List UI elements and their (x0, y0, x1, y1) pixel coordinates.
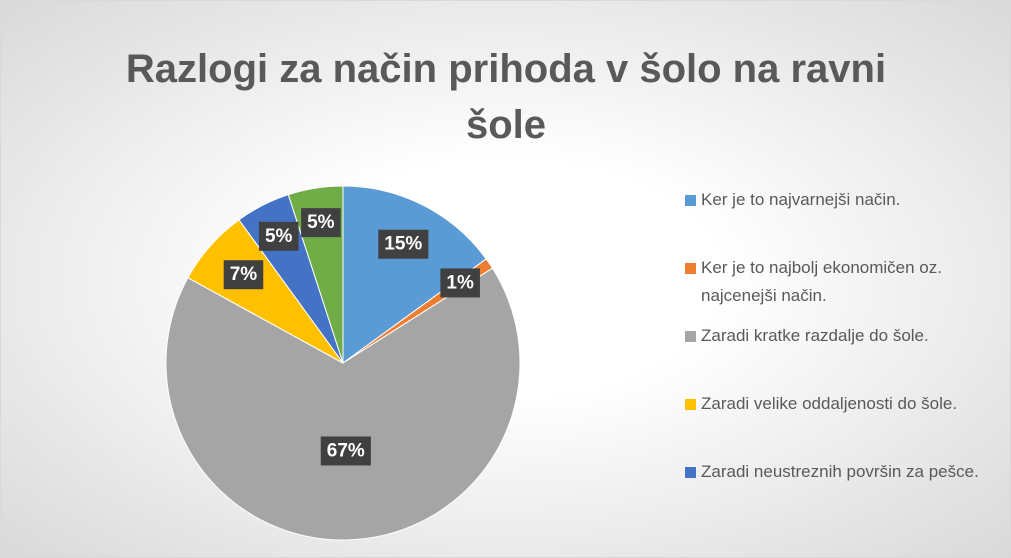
data-label-text: 1% (446, 272, 474, 293)
legend-swatch (685, 195, 696, 206)
data-label-box (258, 221, 299, 251)
data-label-box (378, 229, 429, 259)
legend-item: Ker je to najvarnejši način. (685, 186, 1000, 254)
legend-label: Ker je to najbolj ekonomičen oz. najcene… (701, 258, 942, 305)
data-label-box (440, 268, 480, 298)
chart-title: Razlogi za način prihoda v šolo na ravni… (125, 47, 887, 147)
data-label-text: 7% (230, 264, 258, 285)
pie-slice (165, 267, 521, 541)
data-label-text: 15% (384, 234, 422, 255)
legend-swatch (685, 263, 696, 274)
legend-label: Zaradi kratke razdalje do šole. (701, 326, 929, 345)
legend-label: Ker je to najvarnejši način. (701, 190, 901, 209)
legend-item: Zaradi velike oddaljenosti do šole. (685, 390, 1000, 458)
data-label: 15% (378, 229, 429, 259)
legend-label: Zaradi velike oddaljenosti do šole. (701, 394, 958, 413)
legend-swatch (685, 467, 696, 478)
data-label: 7% (223, 260, 264, 290)
data-label-box (320, 436, 371, 466)
data-label-text: 5% (265, 226, 293, 247)
legend-swatch (685, 331, 696, 342)
legend: Ker je to najvarnejši način. Ker je to na… (685, 186, 1000, 526)
data-label-text: 5% (307, 212, 335, 233)
data-label-box (301, 208, 341, 238)
data-label-text: 67% (327, 440, 365, 461)
data-label: 5% (258, 221, 299, 251)
data-label-box (223, 260, 264, 290)
data-label: 5% (301, 208, 341, 238)
legend-label: Zaradi neustreznih površin za pešce. (701, 462, 979, 481)
legend-item: Zaradi kratke razdalje do šole. (685, 322, 1000, 390)
legend-item: Zaradi neustreznih površin za pešce. (685, 458, 1000, 526)
legend-swatch (685, 399, 696, 410)
data-label: 1% (440, 268, 480, 298)
data-label: 67% (320, 436, 371, 466)
legend-item: Ker je to najbolj ekonomičen oz. najcene… (685, 254, 1000, 322)
